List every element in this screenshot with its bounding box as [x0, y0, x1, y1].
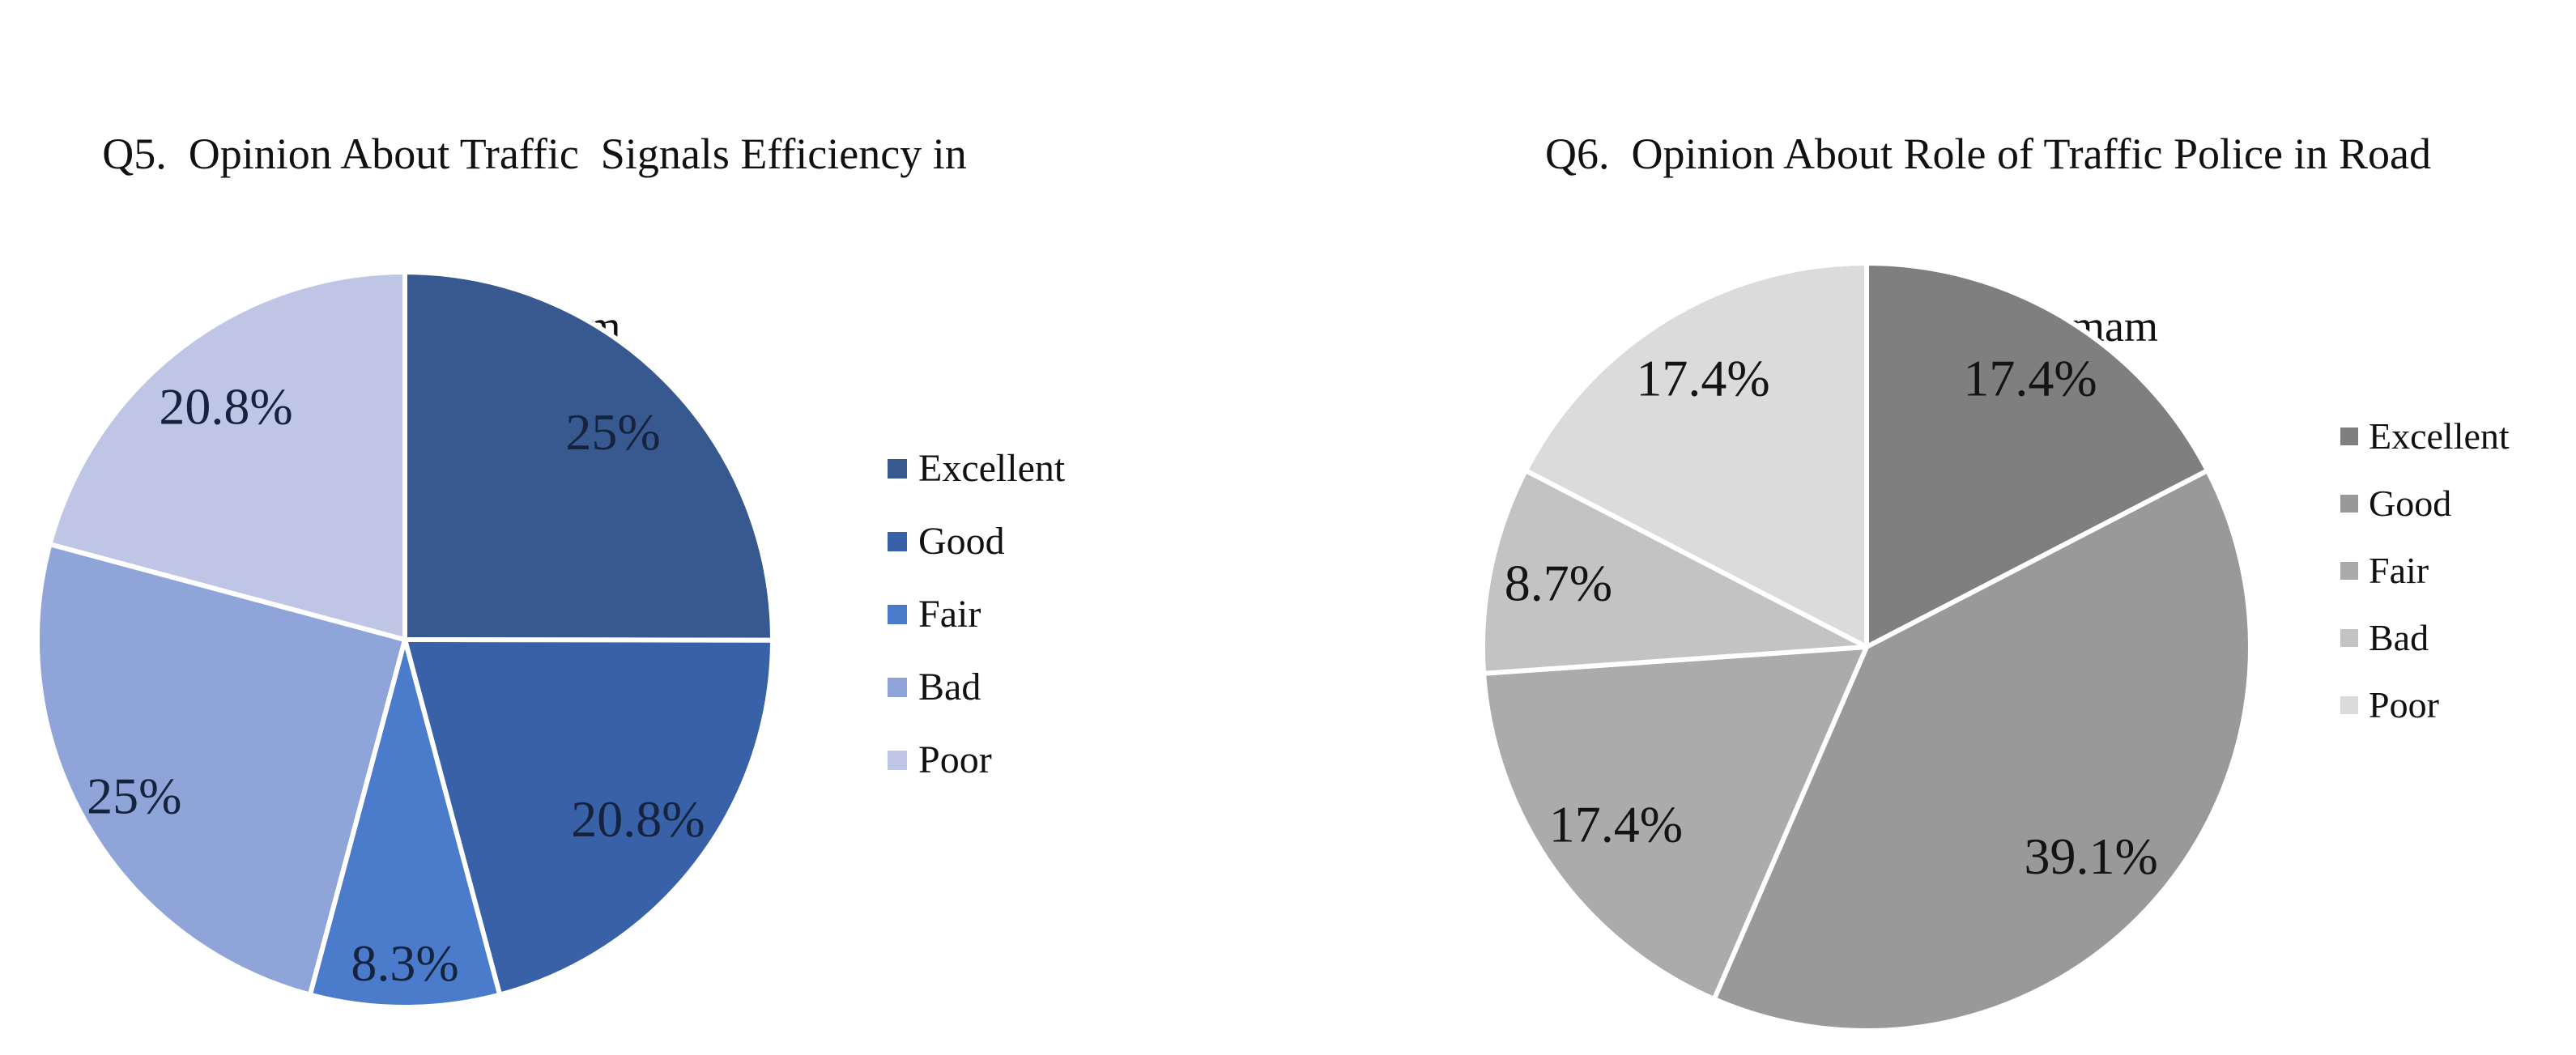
- pie-q5-plot: 25% 20.8% 8.3% 25% 20.8%: [35, 270, 776, 1010]
- slice-label-fair: 17.4%: [1549, 796, 1683, 853]
- legend-swatch-good: [2340, 494, 2358, 513]
- legend-item-good: Good: [888, 505, 1065, 578]
- legend-swatch-fair: [888, 605, 907, 624]
- slice-label-bad: 25%: [87, 768, 181, 825]
- pie-slice-excellent: [402, 270, 776, 643]
- legend-swatch-fair: [2340, 561, 2358, 580]
- legend-label: Excellent: [918, 447, 1066, 490]
- pie-slice-bad: [35, 542, 407, 998]
- legend-label: Bad: [2369, 616, 2429, 658]
- slice-label-poor: 20.8%: [159, 377, 292, 435]
- pie-slice-fair: [1481, 644, 1869, 1002]
- pie-slice-good: [402, 637, 775, 998]
- legend-label: Good: [2369, 482, 2452, 524]
- legend-item-excellent: Excellent: [2340, 402, 2510, 470]
- legend-swatch-bad: [888, 678, 907, 697]
- legend-label: Good: [918, 520, 1005, 563]
- legend-q5: Excellent Good Fair Bad Poor: [888, 432, 1065, 797]
- legend-swatch-bad: [2340, 628, 2358, 647]
- slice-label-good: 39.1%: [2025, 827, 2158, 885]
- slice-label-excellent: 17.4%: [1963, 350, 2097, 407]
- legend-item-bad: Bad: [888, 651, 1065, 724]
- chart-title-line: Q6. Opinion About Role of Traffic Police…: [1545, 129, 2431, 178]
- pie-slice-good: [1711, 468, 2253, 1033]
- legend-label: Poor: [918, 738, 992, 781]
- legend-swatch-excellent: [2340, 427, 2358, 445]
- legend-label: Bad: [918, 666, 981, 708]
- slice-label-fair: 8.3%: [351, 934, 458, 992]
- slice-label-bad: 8.7%: [1505, 555, 1612, 612]
- legend-swatch-excellent: [888, 459, 907, 479]
- legend-item-poor: Poor: [888, 724, 1065, 797]
- legend-q6: Excellent Good Fair Bad Poor: [2340, 402, 2510, 738]
- pie-q6-plot: 17.4% 39.1% 17.4% 8.7% 17.4%: [1480, 261, 2253, 1033]
- legend-swatch-poor: [2340, 696, 2358, 714]
- legend-item-fair: Fair: [2340, 537, 2510, 604]
- slice-label-poor: 17.4%: [1636, 350, 1769, 407]
- legend-label: Excellent: [2369, 415, 2510, 457]
- legend-item-poor: Poor: [2340, 671, 2510, 738]
- pie-slice-poor: [1523, 261, 1869, 649]
- legend-label: Poor: [2369, 683, 2439, 725]
- slice-label-excellent: 25%: [565, 403, 660, 461]
- legend-item-fair: Fair: [888, 578, 1065, 651]
- legend-swatch-good: [888, 532, 907, 551]
- legend-swatch-poor: [888, 751, 907, 770]
- pie-slice-excellent: [1864, 261, 2210, 649]
- legend-item-good: Good: [2340, 470, 2510, 537]
- pie-slice-fair: [307, 637, 503, 1010]
- legend-item-bad: Bad: [2340, 604, 2510, 671]
- legend-label: Fair: [918, 593, 981, 636]
- slice-label-good: 20.8%: [571, 790, 705, 848]
- legend-item-excellent: Excellent: [888, 432, 1065, 505]
- legend-label: Fair: [2369, 549, 2429, 591]
- pie-slice-poor: [47, 270, 407, 642]
- chart-title-line: Q5. Opinion About Traffic Signals Effici…: [102, 129, 967, 178]
- pie-slice-bad: [1480, 468, 1869, 676]
